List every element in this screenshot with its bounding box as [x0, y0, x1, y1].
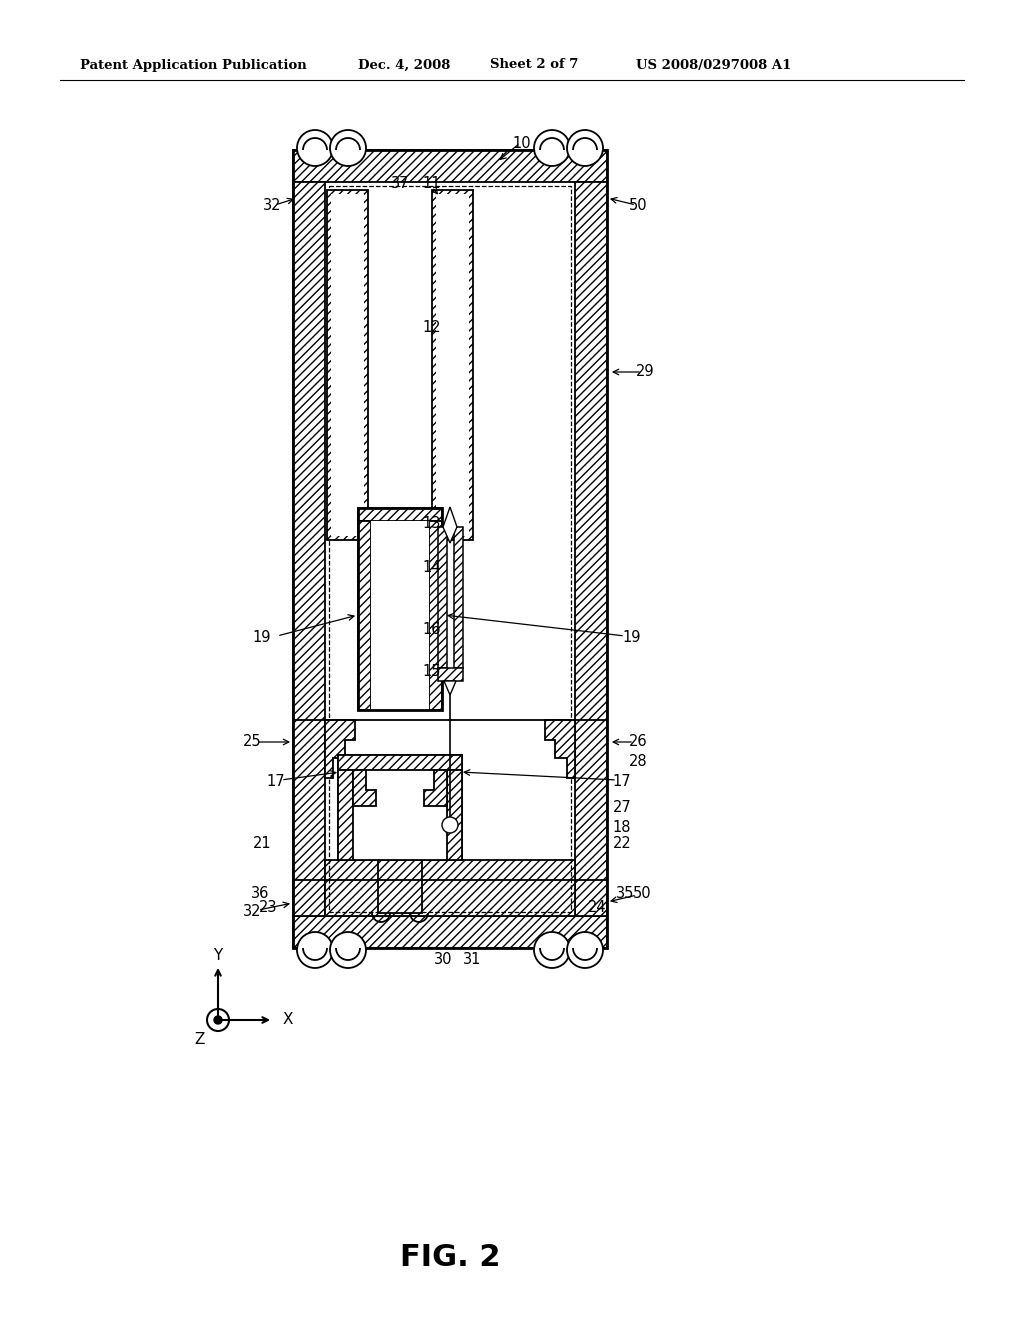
Text: 37: 37	[391, 176, 410, 190]
Circle shape	[297, 129, 333, 166]
Polygon shape	[338, 755, 462, 861]
Text: 17: 17	[612, 775, 632, 789]
Text: Sheet 2 of 7: Sheet 2 of 7	[490, 58, 579, 71]
Circle shape	[567, 129, 603, 166]
Polygon shape	[454, 527, 463, 668]
Text: 14: 14	[423, 561, 441, 576]
Text: 36: 36	[251, 886, 269, 900]
Polygon shape	[331, 194, 364, 536]
Text: X: X	[283, 1012, 294, 1027]
Polygon shape	[575, 182, 607, 916]
Circle shape	[330, 932, 366, 968]
Text: 31: 31	[463, 953, 481, 968]
Text: 32: 32	[263, 198, 282, 213]
Text: 26: 26	[629, 734, 647, 750]
Polygon shape	[325, 719, 355, 777]
Polygon shape	[436, 194, 469, 536]
Text: 24: 24	[588, 900, 606, 916]
Polygon shape	[293, 150, 607, 182]
Text: 27: 27	[612, 800, 632, 816]
Text: Y: Y	[213, 948, 222, 962]
Text: Patent Application Publication: Patent Application Publication	[80, 58, 307, 71]
Text: 11: 11	[423, 176, 441, 190]
Text: 29: 29	[636, 364, 654, 380]
Polygon shape	[437, 527, 446, 668]
Text: Z: Z	[195, 1032, 205, 1048]
Circle shape	[534, 129, 570, 166]
Polygon shape	[325, 861, 575, 916]
Polygon shape	[424, 770, 447, 807]
Text: 22: 22	[612, 836, 632, 850]
Text: Dec. 4, 2008: Dec. 4, 2008	[358, 58, 451, 71]
Text: 25: 25	[243, 734, 261, 750]
Text: 28: 28	[629, 755, 647, 770]
Polygon shape	[432, 190, 473, 540]
Circle shape	[297, 932, 333, 968]
Circle shape	[567, 932, 603, 968]
Text: 13: 13	[423, 516, 441, 531]
Polygon shape	[293, 916, 607, 948]
Text: 10: 10	[513, 136, 531, 150]
Bar	[329, 186, 571, 912]
Text: US 2008/0297008 A1: US 2008/0297008 A1	[636, 58, 792, 71]
Circle shape	[330, 129, 366, 166]
Polygon shape	[447, 770, 462, 861]
Text: 12: 12	[423, 321, 441, 335]
Text: 32: 32	[243, 904, 261, 920]
Polygon shape	[338, 770, 353, 861]
Polygon shape	[437, 668, 463, 681]
Polygon shape	[358, 521, 371, 710]
Polygon shape	[353, 770, 376, 807]
Text: 17: 17	[266, 775, 286, 789]
Text: 16: 16	[423, 623, 441, 638]
Text: FIG. 2: FIG. 2	[399, 1243, 501, 1272]
Polygon shape	[293, 182, 325, 916]
Text: 23: 23	[259, 900, 278, 916]
Polygon shape	[429, 521, 442, 710]
Polygon shape	[545, 719, 575, 777]
Polygon shape	[325, 182, 575, 916]
Polygon shape	[443, 507, 457, 543]
Text: 30: 30	[434, 953, 453, 968]
Text: 18: 18	[612, 821, 631, 836]
Text: 21: 21	[253, 836, 271, 850]
Polygon shape	[378, 861, 422, 913]
Text: 50: 50	[633, 886, 651, 900]
Polygon shape	[338, 755, 462, 770]
Polygon shape	[358, 508, 442, 521]
Circle shape	[214, 1016, 222, 1024]
Polygon shape	[371, 521, 429, 710]
Circle shape	[442, 817, 458, 833]
Text: 19: 19	[623, 631, 641, 645]
Text: 15: 15	[423, 664, 441, 680]
Text: 35: 35	[615, 886, 634, 900]
Circle shape	[534, 932, 570, 968]
Polygon shape	[444, 681, 456, 696]
Polygon shape	[327, 190, 368, 540]
Text: 19: 19	[253, 631, 271, 645]
Text: 50: 50	[629, 198, 647, 213]
